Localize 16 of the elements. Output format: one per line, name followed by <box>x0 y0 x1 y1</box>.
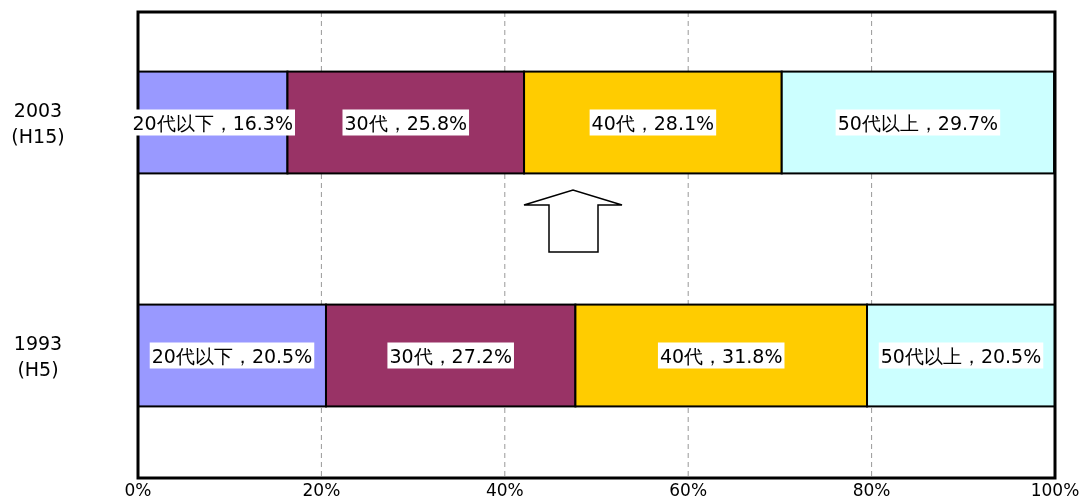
data-label: 40代，31.8% <box>659 344 783 367</box>
data-label: 50代以上，20.5% <box>880 344 1042 367</box>
data-label: 50代以上，29.7% <box>837 111 999 134</box>
data-label: 40代，28.1% <box>591 111 715 134</box>
data-label: 20代以下，20.5% <box>151 344 313 367</box>
x-tick-label: 0% <box>124 480 152 499</box>
data-label: 30代，25.8% <box>344 111 468 134</box>
data-label: 20代以下，16.3% <box>132 111 294 134</box>
x-tick-label: 20% <box>302 480 341 499</box>
x-tick-label: 60% <box>669 480 708 499</box>
y-tick-label: 1993 (H5) <box>13 331 63 380</box>
data-label: 30代，27.2% <box>389 344 512 367</box>
x-tick-label: 80% <box>852 480 891 499</box>
x-tick-label: 100% <box>1030 480 1080 499</box>
y-tick-label: 2003 (H15) <box>11 98 65 147</box>
x-tick-label: 40% <box>485 480 524 499</box>
